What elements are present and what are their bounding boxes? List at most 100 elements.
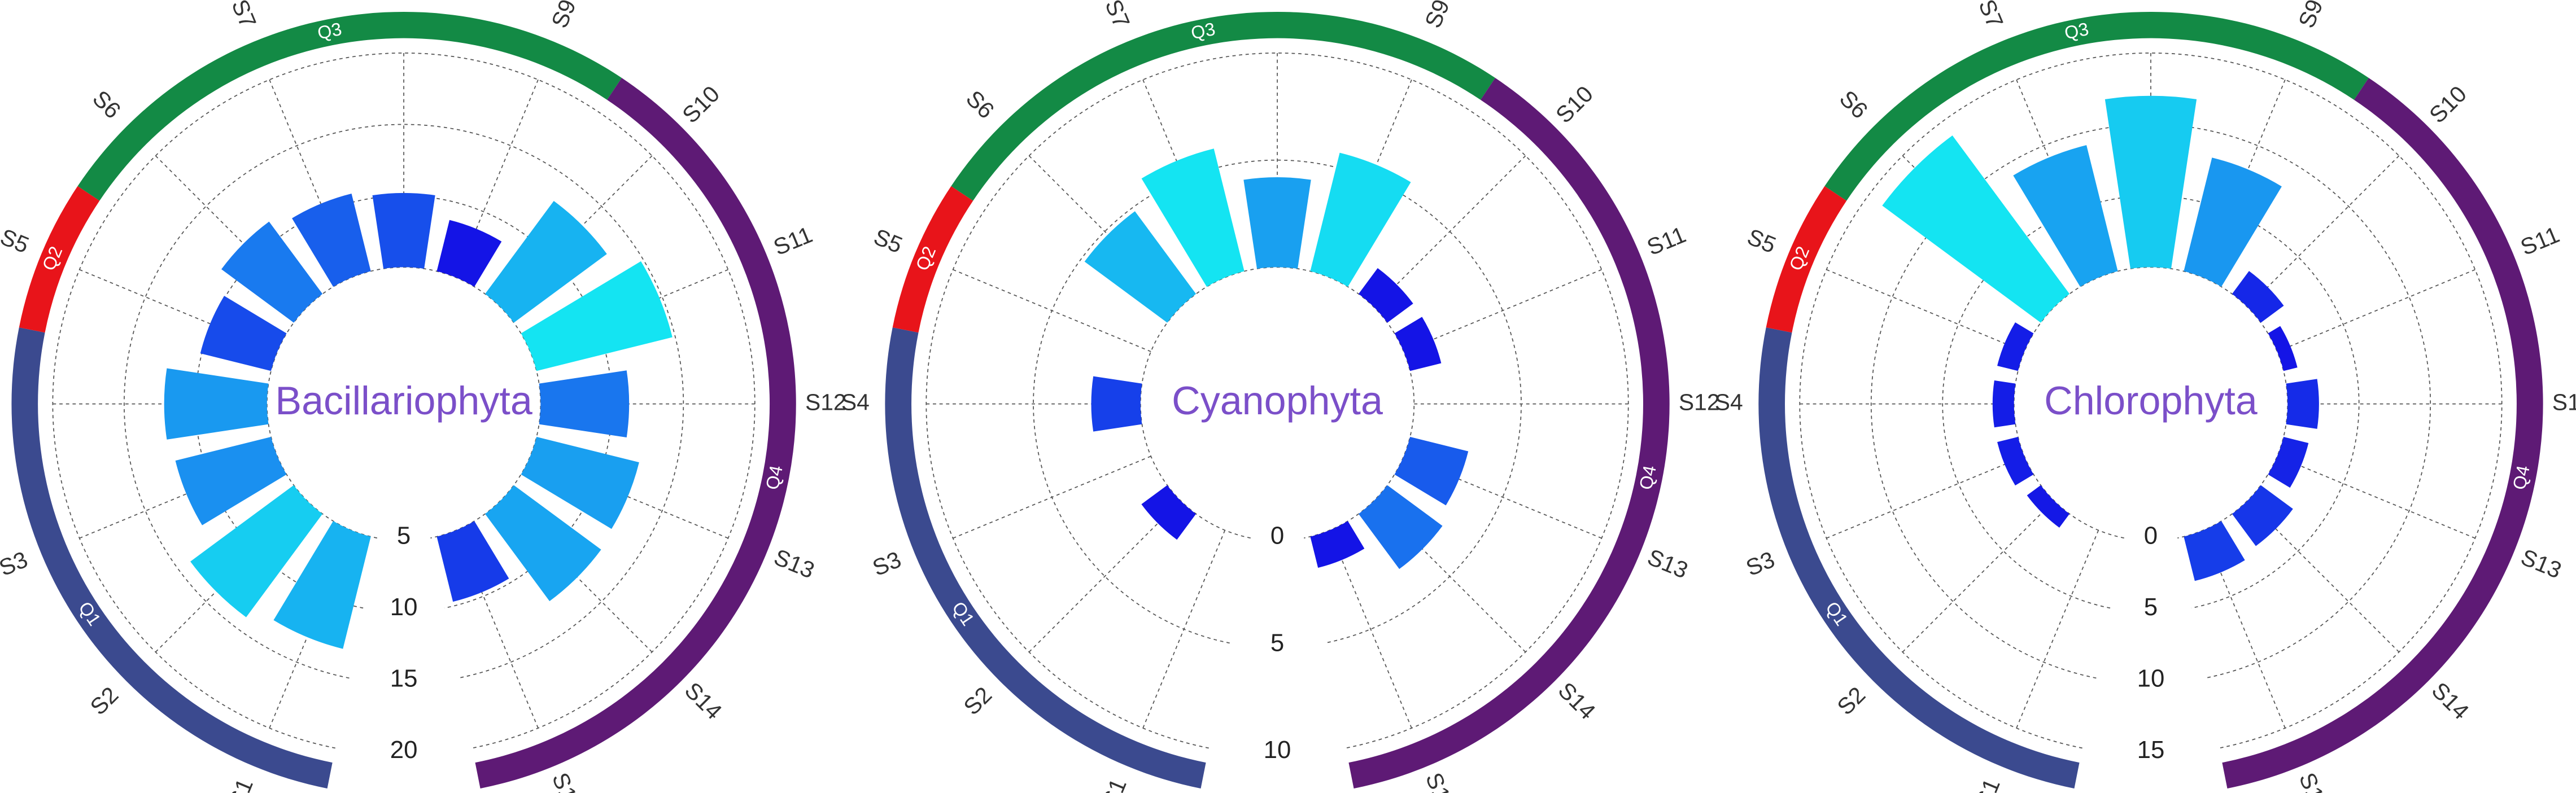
- station-label: S3: [0, 546, 31, 581]
- station-label: S2: [85, 682, 124, 720]
- group-arc: [2222, 78, 2543, 788]
- station-label: S5: [870, 224, 906, 259]
- bar: [2232, 271, 2284, 323]
- group-arc: [1766, 186, 1847, 333]
- bar: [1310, 152, 1411, 287]
- bar: [2268, 326, 2298, 371]
- radial-grid: [1826, 269, 2025, 352]
- radial-grid: [1403, 269, 1602, 352]
- bar: [436, 220, 502, 287]
- radial-grid: [1142, 530, 1226, 729]
- radial-grid: [1826, 455, 2025, 539]
- polar-chart: 5101520S1S2S3S4S5S6S7S8S9S10S11S12S13S14…: [0, 0, 846, 793]
- station-label: S6: [1835, 85, 1873, 124]
- grid-circle: [1870, 124, 2431, 679]
- bar: [2286, 379, 2319, 429]
- bar: [1141, 485, 1197, 540]
- station-label: S12: [805, 389, 846, 415]
- radial-grid: [2016, 530, 2099, 729]
- bar: [1358, 268, 1413, 323]
- station-label: S1: [1097, 775, 1132, 793]
- station-label: S1: [1970, 775, 2005, 793]
- bar: [539, 370, 630, 437]
- bar: [2013, 145, 2118, 287]
- group-label: Q4: [1635, 464, 1660, 492]
- r-tick-label: 5: [1270, 629, 1284, 656]
- group-arc: [885, 327, 1206, 788]
- bar: [1394, 317, 1442, 371]
- group-label: Q3: [1189, 19, 1217, 43]
- station-label: S10: [1551, 81, 1598, 128]
- group-arc: [19, 186, 100, 333]
- bar: [292, 194, 371, 287]
- bar: [1997, 437, 2034, 486]
- bar: [190, 485, 323, 617]
- r-tick-label: 10: [390, 593, 418, 621]
- r-tick-label: 15: [390, 665, 418, 693]
- r-tick-label: 0: [1270, 522, 1284, 550]
- r-tick-label: 5: [397, 522, 411, 550]
- bar: [2105, 95, 2197, 269]
- group-arc: [1348, 78, 1670, 788]
- r-tick-label: 5: [2144, 593, 2158, 621]
- station-label: S12: [2552, 389, 2576, 415]
- group-label: Q3: [2063, 19, 2090, 43]
- station-label: S12: [1679, 389, 1720, 415]
- group-label: Q3: [316, 19, 343, 43]
- r-tick-label: 20: [390, 736, 418, 764]
- bar: [200, 296, 287, 371]
- group-arc: [77, 11, 622, 201]
- station-label: S13: [1644, 544, 1692, 583]
- grid-circle: [1139, 266, 1415, 539]
- station-label: S10: [677, 81, 724, 128]
- radial-grid: [1373, 155, 1526, 308]
- grid-circle: [1799, 52, 2503, 749]
- group-arc: [892, 186, 973, 333]
- grid-circle: [52, 52, 756, 749]
- chart-title: Cyanophyta: [1172, 379, 1383, 423]
- grid-circle: [266, 266, 542, 539]
- bar: [521, 261, 673, 371]
- station-label: S9: [1420, 0, 1455, 32]
- chart-title: Chlorophyta: [2044, 379, 2258, 423]
- radial-grid: [1329, 530, 1412, 729]
- station-label: S13: [770, 544, 818, 583]
- station-label: S9: [2293, 0, 2328, 32]
- station-label: S15: [547, 769, 587, 793]
- station-label: S6: [88, 85, 126, 124]
- station-label: S15: [1421, 769, 1460, 793]
- radial-grid: [953, 269, 1151, 352]
- group-label: Q4: [2509, 464, 2534, 492]
- group-arc: [11, 327, 333, 788]
- station-label: S14: [680, 677, 727, 725]
- bar: [1091, 376, 1142, 432]
- bar: [485, 485, 601, 602]
- bar: [2268, 437, 2309, 488]
- r-tick-label: 10: [2137, 665, 2165, 693]
- bar: [1997, 322, 2034, 371]
- station-label: S6: [961, 85, 999, 124]
- station-label: S9: [546, 0, 581, 32]
- grid-circle: [124, 124, 684, 679]
- bar: [1358, 485, 1443, 569]
- bar: [521, 437, 639, 529]
- station-label: S2: [958, 682, 997, 720]
- bar: [436, 521, 509, 602]
- station-label: S4: [1715, 389, 1743, 415]
- station-label: S14: [2427, 677, 2474, 725]
- station-label: S4: [841, 389, 870, 415]
- grid-circle: [2013, 266, 2289, 539]
- bar: [2184, 521, 2245, 581]
- bar: [1394, 437, 1469, 506]
- bar: [273, 521, 371, 649]
- station-label: S11: [1643, 221, 1689, 260]
- station-label: S5: [0, 224, 33, 259]
- radial-grid: [1028, 500, 1181, 652]
- station-label: S3: [1743, 546, 1779, 581]
- radial-grid: [1902, 500, 2055, 652]
- station-label: S11: [2517, 221, 2563, 260]
- bar: [485, 200, 607, 323]
- grid-circle: [1033, 159, 1522, 644]
- bar: [1084, 211, 1197, 323]
